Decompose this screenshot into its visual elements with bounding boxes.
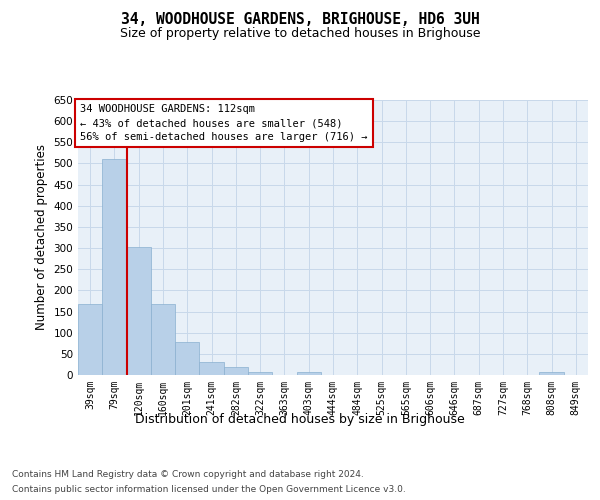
Bar (296, 372, 321, 375)
Text: Size of property relative to detached houses in Brighouse: Size of property relative to detached ho… (120, 28, 480, 40)
Bar (175, 342, 199, 375)
Bar (539, 372, 564, 375)
Text: Distribution of detached houses by size in Brighouse: Distribution of detached houses by size … (135, 412, 465, 426)
Bar (127, 247, 151, 375)
Bar (102, 159, 127, 375)
Bar (78, 304, 102, 375)
Y-axis label: Number of detached properties: Number of detached properties (35, 144, 48, 330)
Bar (224, 366, 248, 375)
Text: Contains public sector information licensed under the Open Government Licence v3: Contains public sector information licen… (12, 485, 406, 494)
Bar (151, 304, 175, 375)
Text: 34, WOODHOUSE GARDENS, BRIGHOUSE, HD6 3UH: 34, WOODHOUSE GARDENS, BRIGHOUSE, HD6 3U… (121, 12, 479, 28)
Text: Contains HM Land Registry data © Crown copyright and database right 2024.: Contains HM Land Registry data © Crown c… (12, 470, 364, 479)
Bar (248, 372, 272, 375)
Text: 34 WOODHOUSE GARDENS: 112sqm
← 43% of detached houses are smaller (548)
56% of s: 34 WOODHOUSE GARDENS: 112sqm ← 43% of de… (80, 104, 368, 142)
Bar (199, 362, 224, 375)
